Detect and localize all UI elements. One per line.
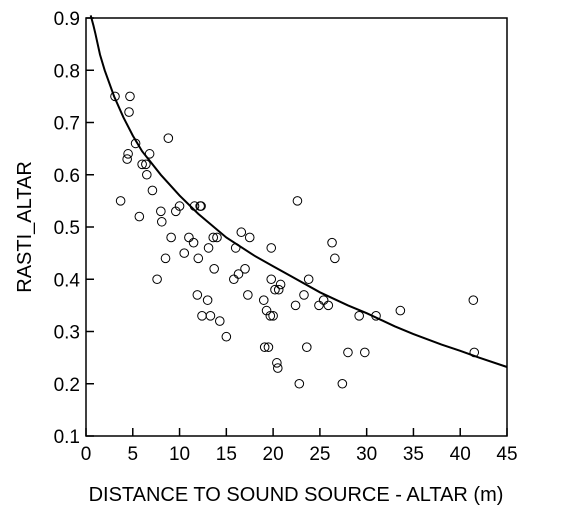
data-point	[205, 311, 216, 321]
data-point	[266, 243, 277, 253]
x-tick-label: 30	[356, 444, 377, 465]
data-point	[142, 169, 152, 180]
data-point	[212, 232, 222, 243]
x-tick-label: 10	[169, 444, 190, 465]
data-point	[263, 342, 274, 352]
x-tick-label: 15	[216, 444, 237, 465]
data-point	[337, 378, 348, 389]
data-point	[318, 295, 329, 305]
y-tick-label: 0.9	[54, 9, 80, 30]
data-point	[196, 201, 206, 211]
data-point	[197, 311, 207, 321]
data-point	[124, 107, 134, 117]
data-point	[395, 305, 406, 316]
data-point	[292, 196, 303, 206]
data-point	[125, 91, 135, 102]
data-point	[166, 232, 176, 243]
data-point	[203, 243, 214, 253]
fit-curve	[89, 15, 508, 368]
plot-area-frame	[85, 17, 508, 437]
data-point	[141, 159, 151, 170]
data-point	[359, 347, 370, 358]
data-point	[258, 295, 269, 305]
data-point	[273, 284, 284, 295]
y-tick-label: 0.1	[54, 427, 80, 448]
data-point	[160, 253, 171, 264]
data-point	[343, 347, 353, 358]
y-axis-title: RASTI_ALTAR	[14, 161, 36, 293]
x-tick-label: 45	[496, 444, 517, 465]
x-tick-label: 0	[81, 444, 92, 465]
data-point	[468, 295, 479, 305]
x-axis-title: DISTANCE TO SOUND SOURCE - ALTAR (m)	[89, 484, 504, 506]
x-tick-label: 25	[309, 444, 330, 465]
data-point	[265, 311, 276, 321]
data-point	[244, 232, 255, 243]
data-point	[188, 237, 199, 248]
data-point	[233, 269, 244, 279]
y-tick-label: 0.2	[54, 375, 80, 396]
y-tick-label: 0.5	[54, 218, 80, 239]
data-point	[229, 274, 239, 285]
data-point	[272, 363, 283, 373]
data-point	[275, 279, 286, 290]
data-point	[272, 358, 282, 368]
data-points	[110, 91, 480, 389]
y-tick-label: 0.3	[54, 323, 80, 344]
data-point	[174, 201, 185, 211]
data-point	[192, 290, 203, 300]
x-tick-label: 40	[450, 444, 471, 465]
x-tick-label: 20	[263, 444, 284, 465]
data-point	[115, 196, 126, 206]
data-point	[268, 311, 278, 321]
data-point	[152, 274, 162, 285]
data-point	[270, 284, 280, 295]
data-point	[184, 232, 194, 243]
data-point	[290, 300, 301, 311]
data-point	[123, 149, 133, 159]
data-point	[314, 300, 324, 311]
x-tick-label: 35	[403, 444, 424, 465]
data-point	[330, 253, 340, 264]
data-point	[122, 154, 132, 164]
data-point	[137, 159, 147, 170]
data-point	[294, 378, 305, 389]
data-point	[259, 342, 270, 352]
data-point	[193, 253, 204, 264]
x-tick-label: 5	[127, 444, 138, 465]
data-point	[221, 331, 232, 342]
data-point	[303, 274, 314, 285]
y-tick-label: 0.7	[54, 114, 80, 135]
data-point	[301, 342, 312, 352]
y-tick-label: 0.6	[54, 166, 80, 187]
data-point	[299, 290, 309, 300]
data-point	[202, 295, 213, 305]
data-point	[327, 237, 337, 248]
data-point	[266, 274, 277, 285]
y-tick-label: 0.4	[54, 270, 81, 291]
data-point	[214, 316, 225, 326]
x-axis-ticks: 0 5 10 15 20 25 30 35 40 45	[81, 428, 518, 465]
y-tick-label: 0.8	[54, 61, 80, 82]
data-point	[156, 216, 167, 227]
data-point	[323, 300, 334, 311]
data-point	[134, 211, 145, 222]
data-point	[208, 232, 219, 243]
data-point	[156, 206, 166, 217]
data-point	[354, 311, 364, 321]
data-point	[147, 185, 158, 196]
data-point	[163, 133, 174, 143]
data-point	[240, 264, 250, 274]
data-point	[209, 264, 219, 274]
data-point	[243, 290, 253, 300]
data-point	[236, 227, 247, 238]
y-axis-ticks: 0.1 0.2 0.3 0.4 0.5 0.6 0.7 0.8 0.9	[54, 9, 94, 448]
data-point	[179, 248, 190, 258]
